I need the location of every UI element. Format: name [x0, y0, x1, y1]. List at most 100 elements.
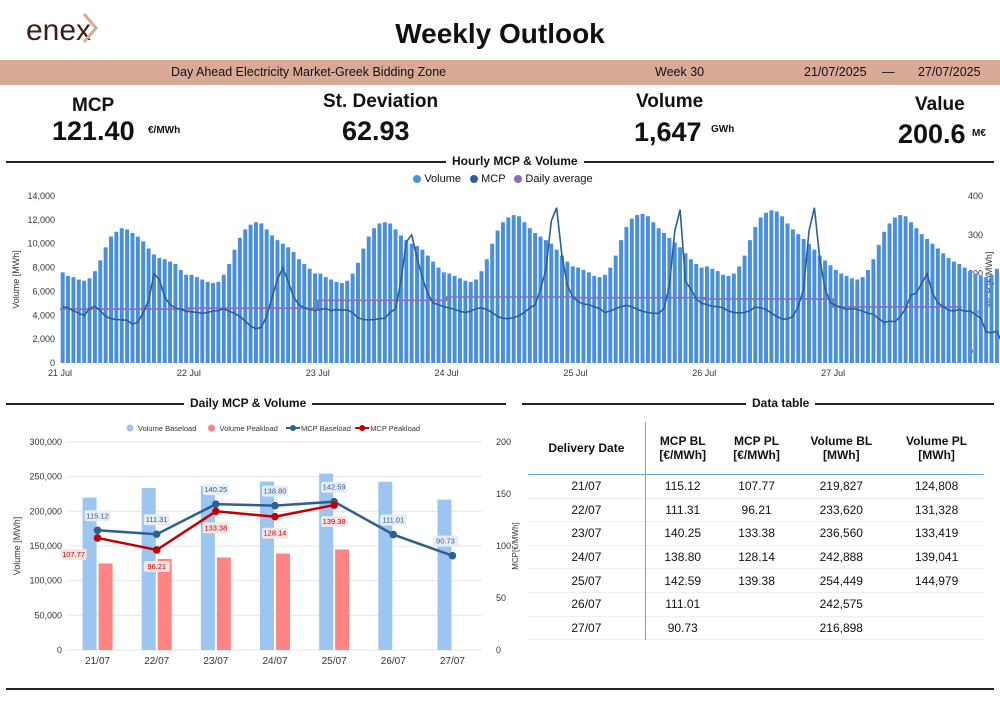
- volume-bar: [114, 231, 119, 363]
- table-cell: 24/07: [528, 545, 646, 569]
- table-cell: 115.12: [664, 479, 701, 494]
- mcp-baseload-point: [448, 551, 457, 560]
- data-label-bg: [202, 484, 229, 496]
- week-label: Week 30: [655, 65, 705, 79]
- table-cell: 254,449: [819, 573, 863, 588]
- y-tick-label: 250,000: [29, 472, 62, 482]
- volume-bar: [898, 215, 903, 363]
- volume-bar: [339, 283, 344, 363]
- mcp-peakload-point: [330, 501, 338, 509]
- volume-bar: [500, 222, 505, 363]
- volume-bar: [76, 279, 81, 363]
- y-tick-label: 50,000: [34, 610, 62, 620]
- kpi-volume-label: Volume: [636, 91, 704, 112]
- volume-bar: [812, 249, 817, 363]
- x-tick-label: 22 Jul: [177, 368, 201, 378]
- date-from: 21/07/2025: [804, 65, 867, 79]
- table-cell: 140.25: [664, 526, 702, 541]
- data-label-bg: [432, 535, 459, 547]
- volume-bar: [887, 223, 892, 363]
- volume-bar: [774, 211, 779, 363]
- volume-bar: [243, 229, 248, 363]
- mcp-baseload-point: [271, 501, 279, 510]
- volume-bar: [651, 222, 656, 363]
- y2-tick-label: 100: [496, 541, 511, 551]
- volume-bar: [994, 268, 999, 363]
- volume-bar: [817, 255, 822, 363]
- volume-bar: [345, 280, 350, 363]
- data-label-bg: [60, 548, 87, 560]
- mcp-baseload-label: 138.80: [264, 487, 287, 496]
- table-cell: [889, 592, 984, 616]
- volume-bar: [758, 217, 763, 363]
- mcp-baseload-label: 140.25: [204, 485, 227, 494]
- table-cell: [720, 592, 794, 616]
- logo-chevron-icon: [82, 13, 98, 43]
- volume-bar: [554, 249, 559, 363]
- volume-bar: [275, 240, 280, 363]
- hourly-chart: 02,0004,0006,0008,00010,00012,00014,0000…: [11, 191, 1000, 378]
- x-tick-label: 21 Jul: [48, 368, 72, 378]
- table-cell: 22/07: [528, 498, 646, 522]
- mcp-baseload-label: 111.31: [146, 515, 168, 524]
- y2-tick-label: 50: [496, 593, 506, 603]
- volume-baseload-bar: [82, 497, 97, 650]
- table-cell: 236,560: [819, 526, 863, 541]
- volume-bar: [543, 240, 548, 363]
- x-tick-label: 26 Jul: [692, 368, 716, 378]
- volume-bar: [549, 243, 554, 363]
- data-label-bg: [143, 514, 170, 526]
- legend-mcp-label: MCP: [481, 173, 506, 185]
- volume-bar: [382, 222, 387, 363]
- kpi-std-label: St. Deviation: [323, 91, 439, 112]
- volume-bar: [721, 274, 726, 363]
- table-cell: [720, 616, 794, 640]
- volume-bar: [704, 266, 709, 363]
- kpi-volume-unit: GWh: [711, 124, 735, 135]
- y-tick-label: 12,000: [27, 215, 55, 225]
- data-label-bg: [262, 527, 288, 539]
- volume-bar: [962, 267, 967, 363]
- table-cell: 133,419: [914, 526, 959, 541]
- volume-bar: [506, 217, 511, 363]
- volume-bar: [388, 223, 393, 363]
- volume-bar: [527, 228, 532, 363]
- volume-bar: [103, 247, 108, 363]
- volume-bar: [130, 232, 135, 363]
- volume-bar: [855, 279, 860, 363]
- volume-bar: [302, 263, 307, 363]
- volume-bar: [619, 240, 624, 363]
- y2-tick-label: 200: [496, 437, 511, 447]
- table-header-row: Delivery Date MCP BL [€/MWh] MCP PL [€/MWh…: [528, 422, 984, 475]
- volume-peakload-bar: [98, 563, 113, 650]
- col-header-volume-bl: Volume BL [MWh]: [810, 434, 873, 462]
- volume-bar: [839, 273, 844, 363]
- volume-bar: [490, 243, 495, 363]
- volume-bar: [296, 259, 301, 363]
- y-axis-title: Volume [MWh]: [11, 250, 21, 309]
- table-cell: 27/07: [528, 616, 646, 640]
- volume-bar: [431, 261, 436, 363]
- y2-tick-label: 0: [496, 645, 501, 655]
- data-label-bg: [202, 522, 229, 534]
- legend-volume-dot: [413, 175, 422, 184]
- mcp-peakload-label: 96.21: [147, 562, 166, 571]
- volume-bar: [211, 283, 216, 363]
- mcp-baseload-point: [152, 530, 161, 539]
- volume-bar: [801, 238, 806, 363]
- volume-bar: [227, 263, 232, 363]
- y-tick-label: 0: [57, 645, 62, 655]
- mcp-baseload-label: 142.59: [323, 483, 346, 492]
- y-tick-label: 2,000: [32, 334, 55, 344]
- volume-bar: [377, 223, 382, 363]
- volume-bar: [833, 269, 838, 363]
- table-section-title: Data table: [746, 396, 816, 410]
- volume-bar: [903, 216, 908, 363]
- kpi-mcp-value: 121.40: [52, 116, 135, 146]
- volume-bar: [253, 222, 258, 363]
- x-tick-label: 21/07: [85, 656, 110, 667]
- volume-bar: [452, 275, 457, 363]
- table-cell: 96.21: [741, 502, 772, 517]
- y2-tick-label: 150: [496, 489, 511, 499]
- daily-average-line: [60, 296, 962, 310]
